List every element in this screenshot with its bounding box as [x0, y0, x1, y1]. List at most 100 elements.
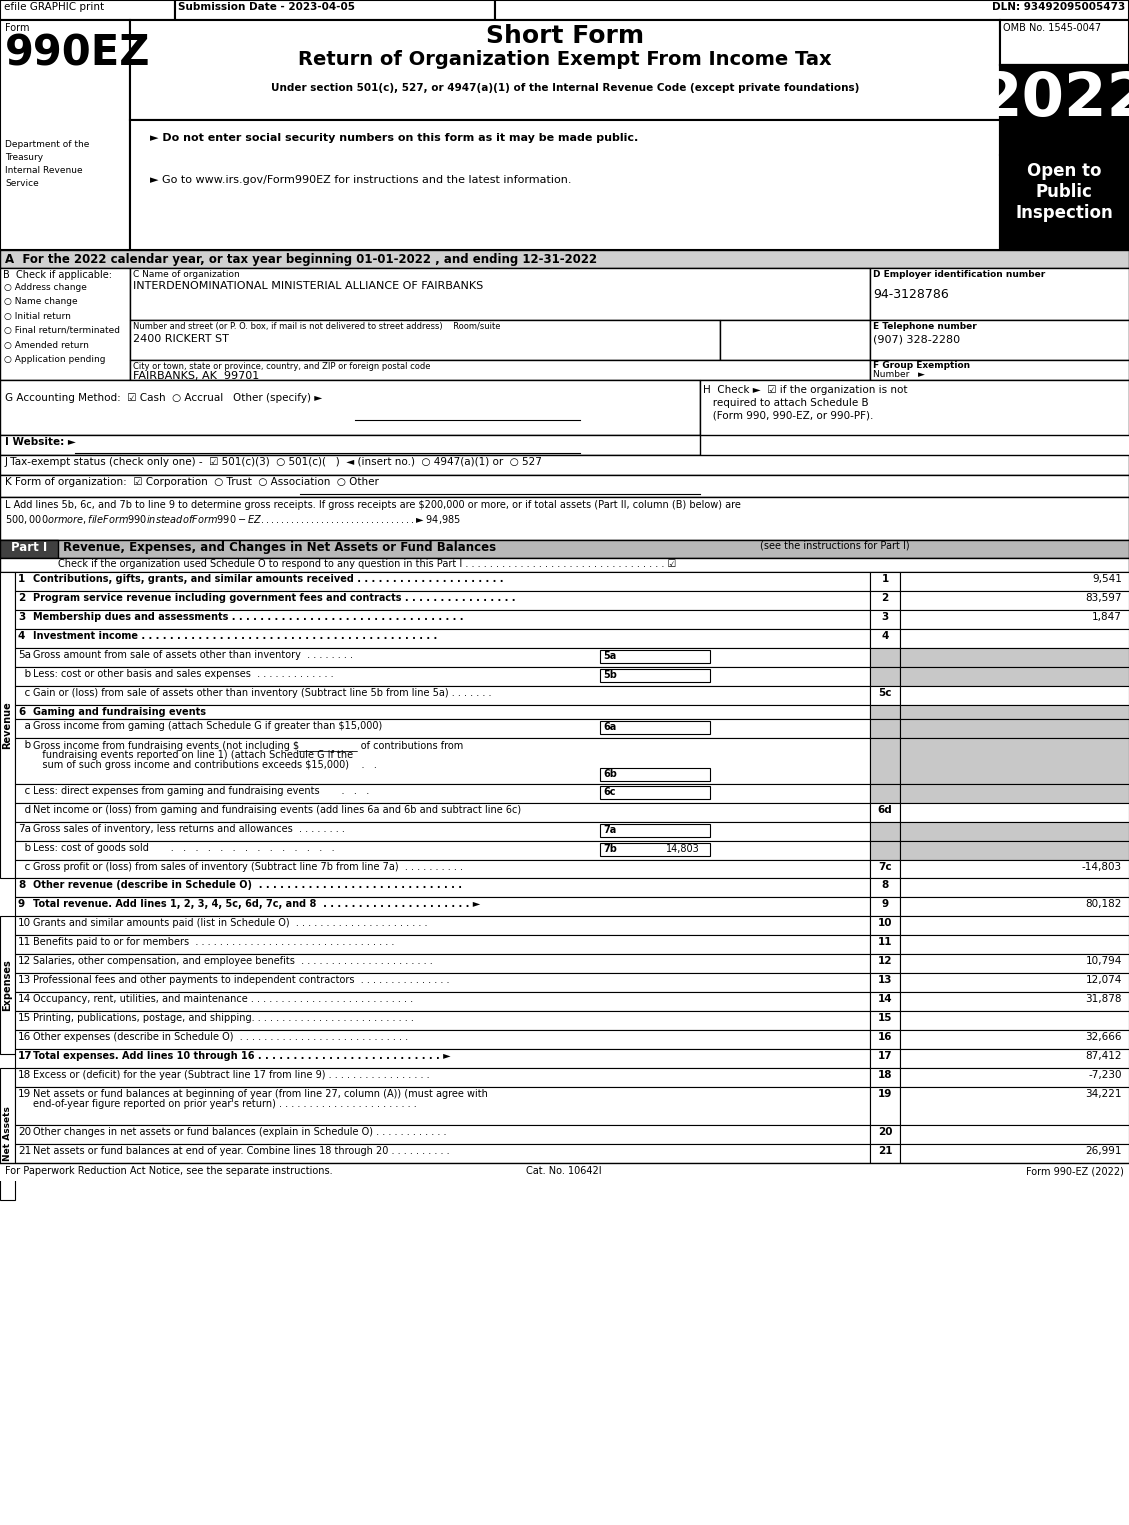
- Bar: [870, 320, 1129, 360]
- Bar: [870, 840, 900, 860]
- Text: Gross income from fundraising events (not including $____________ of contributio: Gross income from fundraising events (no…: [33, 740, 463, 750]
- Text: Gross income from gaming (attach Schedule G if greater than $15,000): Gross income from gaming (attach Schedul…: [33, 721, 383, 730]
- Text: Form 990-EZ (2022): Form 990-EZ (2022): [1026, 1167, 1124, 1176]
- Bar: [900, 935, 1129, 955]
- Text: 12,074: 12,074: [1086, 974, 1122, 985]
- Text: H  Check ►  ☑ if the organization is not: H Check ► ☑ if the organization is not: [703, 384, 908, 395]
- Text: 4: 4: [18, 631, 25, 640]
- Text: 10,794: 10,794: [1086, 956, 1122, 965]
- Text: Under section 501(c), 527, or 4947(a)(1) of the Internal Revenue Code (except pr: Under section 501(c), 527, or 4947(a)(1)…: [271, 82, 859, 93]
- Text: 34,221: 34,221: [1085, 1089, 1122, 1100]
- Text: 2: 2: [882, 593, 889, 602]
- Text: Investment income . . . . . . . . . . . . . . . . . . . . . . . . . . . . . . . : Investment income . . . . . . . . . . . …: [33, 631, 437, 640]
- Bar: [870, 1011, 900, 1029]
- Text: 18: 18: [877, 1071, 892, 1080]
- Text: 94-3128786: 94-3128786: [873, 288, 948, 300]
- Bar: [870, 1125, 900, 1144]
- Bar: [599, 769, 710, 781]
- Bar: [15, 738, 870, 784]
- Bar: [15, 1068, 870, 1087]
- Bar: [15, 648, 870, 666]
- Bar: [870, 897, 900, 917]
- Text: Less: direct expenses from gaming and fundraising events       .   .   .: Less: direct expenses from gaming and fu…: [33, 785, 369, 796]
- Text: Other expenses (describe in Schedule O)  . . . . . . . . . . . . . . . . . . . .: Other expenses (describe in Schedule O) …: [33, 1032, 408, 1042]
- Bar: [870, 784, 900, 804]
- Bar: [900, 738, 1129, 784]
- Text: Service: Service: [5, 178, 38, 188]
- Bar: [599, 843, 710, 856]
- Text: Professional fees and other payments to independent contractors  . . . . . . . .: Professional fees and other payments to …: [33, 974, 449, 985]
- Bar: [900, 718, 1129, 738]
- Bar: [15, 840, 870, 860]
- Bar: [870, 973, 900, 991]
- Text: Number   ►: Number ►: [873, 371, 925, 380]
- Text: 14: 14: [877, 994, 892, 1003]
- Text: required to attach Schedule B: required to attach Schedule B: [703, 398, 868, 409]
- Text: 6a: 6a: [603, 721, 616, 732]
- Text: efile GRAPHIC print: efile GRAPHIC print: [5, 2, 104, 12]
- Text: D Employer identification number: D Employer identification number: [873, 270, 1045, 279]
- Text: INTERDENOMINATIONAL MINISTERIAL ALLIANCE OF FAIRBANKS: INTERDENOMINATIONAL MINISTERIAL ALLIANCE…: [133, 281, 483, 291]
- Text: c: c: [18, 862, 30, 872]
- Bar: [870, 738, 900, 784]
- Text: ○ Name change: ○ Name change: [5, 297, 78, 307]
- Bar: [15, 592, 870, 610]
- Bar: [1000, 66, 1129, 156]
- Text: 6: 6: [18, 708, 25, 717]
- Bar: [900, 1144, 1129, 1164]
- Bar: [900, 784, 1129, 804]
- Text: ○ Initial return: ○ Initial return: [5, 313, 71, 320]
- Bar: [900, 648, 1129, 666]
- Bar: [870, 1029, 900, 1049]
- Bar: [15, 666, 870, 686]
- Bar: [900, 991, 1129, 1011]
- Text: Less: cost or other basis and sales expenses  . . . . . . . . . . . . .: Less: cost or other basis and sales expe…: [33, 669, 334, 679]
- Text: Check if the organization used Schedule O to respond to any question in this Par: Check if the organization used Schedule …: [58, 560, 676, 569]
- Text: 3: 3: [882, 612, 889, 622]
- Bar: [15, 935, 870, 955]
- Text: 7a: 7a: [18, 824, 30, 834]
- Bar: [15, 1029, 870, 1049]
- Bar: [900, 860, 1129, 878]
- Bar: [130, 320, 720, 360]
- Text: Gain or (loss) from sale of assets other than inventory (Subtract line 5b from l: Gain or (loss) from sale of assets other…: [33, 688, 491, 698]
- Text: 12: 12: [18, 956, 32, 965]
- Bar: [900, 878, 1129, 897]
- Text: (see the instructions for Part I): (see the instructions for Part I): [760, 541, 910, 551]
- Text: 8: 8: [18, 880, 25, 891]
- Text: ► Do not enter social security numbers on this form as it may be made public.: ► Do not enter social security numbers o…: [150, 133, 638, 143]
- Text: c: c: [18, 785, 30, 796]
- Bar: [870, 628, 900, 648]
- Bar: [870, 572, 900, 592]
- Text: 6b: 6b: [603, 769, 616, 779]
- Bar: [0, 540, 58, 558]
- Text: $500,000 or more, file Form 990 instead of Form 990-EZ . . . . . . . . . . . . .: $500,000 or more, file Form 990 instead …: [5, 512, 461, 526]
- Bar: [870, 1087, 900, 1125]
- Bar: [15, 973, 870, 991]
- Text: Other changes in net assets or fund balances (explain in Schedule O) . . . . . .: Other changes in net assets or fund bala…: [33, 1127, 446, 1138]
- Text: 6c: 6c: [603, 787, 615, 798]
- Text: b: b: [18, 843, 32, 852]
- Text: Open to
Public
Inspection: Open to Public Inspection: [1015, 162, 1113, 221]
- Bar: [900, 1049, 1129, 1067]
- Text: 20: 20: [18, 1127, 32, 1138]
- Bar: [0, 454, 1129, 474]
- Text: Short Form: Short Form: [485, 24, 644, 47]
- Text: J Tax-exempt status (check only one) -  ☑ 501(c)(3)  ○ 501(c)(   )  ◄ (insert no: J Tax-exempt status (check only one) - ☑…: [5, 458, 543, 467]
- Bar: [15, 804, 870, 822]
- Bar: [130, 120, 1000, 250]
- Text: Department of the: Department of the: [5, 140, 89, 149]
- Bar: [15, 1011, 870, 1029]
- Bar: [870, 1068, 900, 1087]
- Bar: [870, 592, 900, 610]
- Bar: [0, 380, 700, 435]
- Bar: [870, 610, 900, 628]
- Bar: [599, 824, 710, 837]
- Bar: [0, 558, 1129, 572]
- Text: 2022: 2022: [979, 70, 1129, 130]
- Bar: [870, 1144, 900, 1164]
- Bar: [900, 1068, 1129, 1087]
- Bar: [15, 572, 870, 592]
- Bar: [599, 721, 710, 734]
- Text: 16: 16: [877, 1032, 892, 1042]
